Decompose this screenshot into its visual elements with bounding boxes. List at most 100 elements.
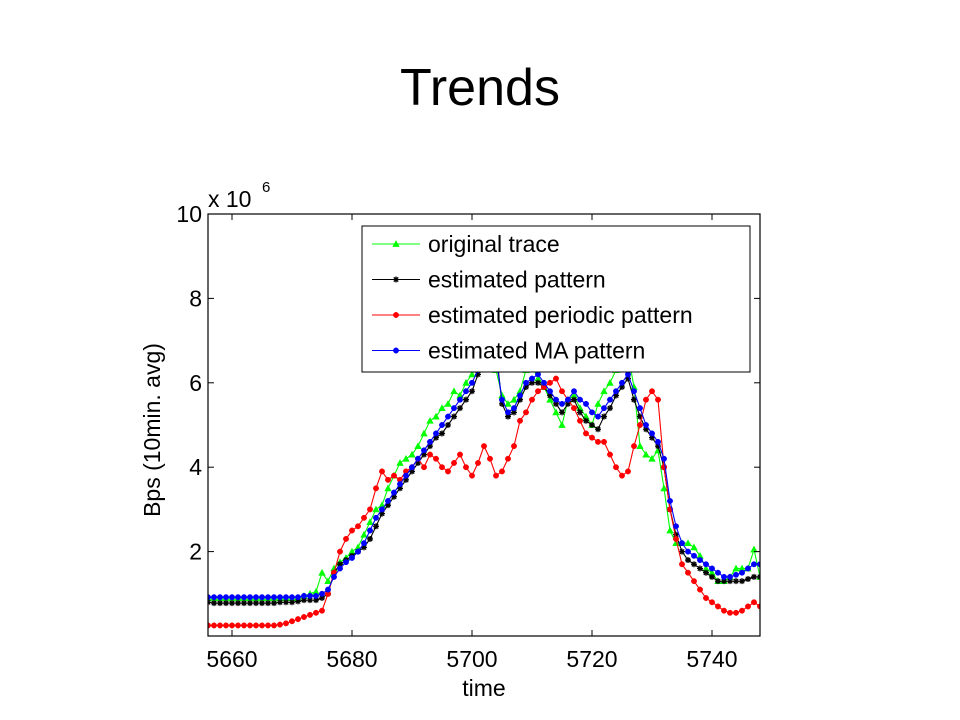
data-point [715, 603, 721, 610]
data-point [379, 468, 385, 475]
data-point [402, 454, 410, 462]
data-point [403, 476, 409, 483]
data-point [385, 476, 391, 483]
data-point [727, 578, 733, 585]
data-point [451, 460, 457, 466]
data-point [409, 464, 415, 471]
legend-marker [393, 312, 399, 318]
data-point [301, 597, 307, 604]
data-point [619, 384, 625, 391]
data-point [679, 561, 685, 568]
data-point [673, 531, 679, 538]
data-point [499, 400, 505, 407]
data-point [301, 592, 307, 599]
data-point [595, 438, 601, 445]
data-point [745, 576, 751, 583]
data-point [277, 594, 283, 601]
data-point [295, 594, 301, 601]
data-point [324, 577, 332, 585]
data-point [493, 472, 499, 479]
data-point [313, 592, 319, 599]
data-point [553, 375, 559, 382]
data-point [637, 405, 643, 412]
data-point [481, 443, 487, 450]
data-point [421, 451, 427, 458]
data-point [457, 451, 463, 458]
data-point [595, 426, 601, 433]
data-point [277, 621, 283, 628]
y-tick-label: 2 [189, 539, 202, 565]
data-point [505, 455, 511, 462]
data-point [469, 379, 475, 386]
data-point [535, 388, 541, 395]
data-point [660, 484, 668, 492]
series-4 [208, 333, 760, 601]
data-point [391, 472, 397, 479]
legend-marker [392, 240, 400, 247]
series-line [208, 334, 760, 598]
data-point [703, 595, 709, 601]
data-point [523, 384, 529, 391]
data-point [613, 388, 619, 395]
data-point [217, 600, 223, 607]
series-line [208, 330, 760, 604]
data-point [349, 554, 355, 561]
data-point [721, 573, 727, 580]
data-point [259, 594, 265, 601]
data-point [643, 396, 649, 403]
data-point [601, 438, 607, 445]
data-point [372, 505, 380, 513]
data-point [367, 535, 373, 542]
data-point [649, 434, 655, 441]
data-point [427, 438, 433, 445]
data-point [709, 599, 715, 606]
data-point [366, 518, 374, 525]
x-tick-label: 5680 [326, 646, 377, 672]
legend-label: estimated pattern [428, 267, 606, 293]
data-point [373, 485, 379, 492]
data-point [577, 396, 583, 403]
data-point [265, 622, 271, 629]
data-point [235, 600, 241, 607]
data-point [523, 409, 529, 416]
data-point [655, 438, 661, 445]
data-point [301, 614, 307, 620]
data-point [558, 421, 566, 428]
data-point [546, 395, 554, 403]
legend-marker [393, 347, 399, 354]
data-point [307, 592, 313, 599]
data-point [271, 594, 277, 601]
data-point [337, 565, 343, 572]
data-point [642, 450, 650, 458]
data-point [283, 594, 289, 601]
data-point [523, 379, 529, 386]
data-point [415, 459, 421, 466]
data-point [583, 417, 589, 424]
data-point [360, 530, 368, 538]
data-point [235, 594, 241, 601]
data-point [505, 413, 511, 420]
data-point [679, 540, 685, 547]
data-point [223, 600, 229, 607]
data-point [217, 594, 223, 601]
plot-frame [207, 213, 761, 637]
data-point [259, 600, 265, 607]
data-point [307, 611, 313, 618]
data-point [739, 569, 745, 576]
data-point [589, 434, 595, 441]
x-axis-label: time [462, 675, 505, 701]
data-point [733, 578, 739, 585]
data-point [565, 396, 571, 403]
data-point [259, 622, 265, 629]
data-point [583, 430, 589, 437]
data-point [433, 434, 439, 441]
data-point [559, 409, 565, 416]
data-point [685, 569, 691, 576]
data-point [469, 388, 475, 395]
slide-title: Trends [400, 59, 560, 117]
data-point [703, 561, 709, 568]
data-point [421, 464, 427, 471]
legend-label: original trace [428, 231, 560, 257]
legend: original trace estimated pattern estimated… [361, 225, 751, 373]
